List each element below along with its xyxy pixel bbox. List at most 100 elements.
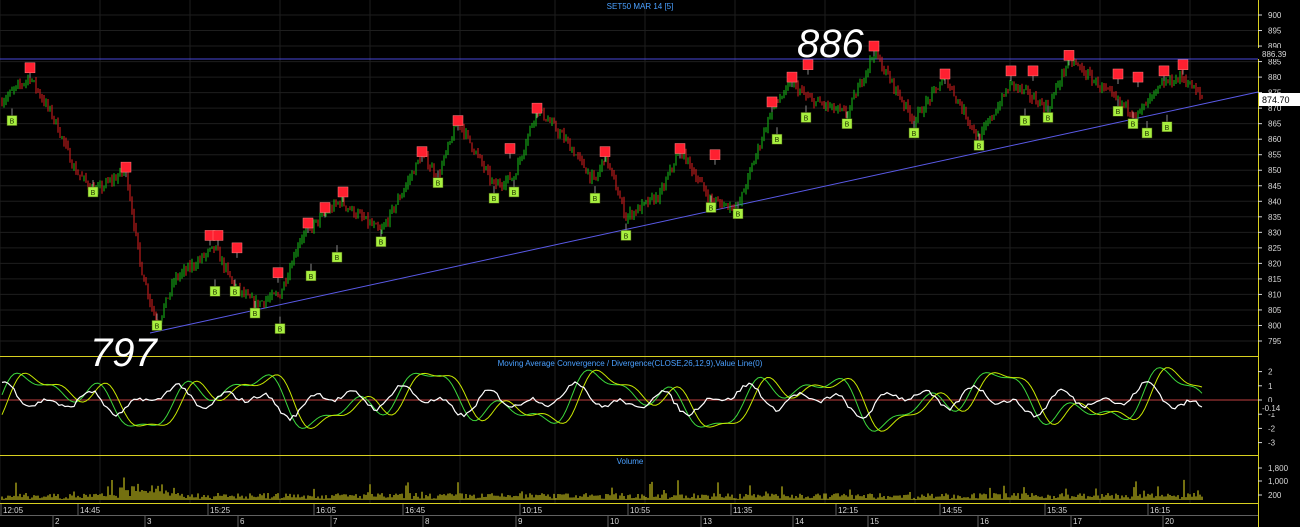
- buy-signal-marker: [209, 286, 221, 297]
- buy-signal-marker: [229, 286, 241, 297]
- macd-tick-label: -1: [1268, 410, 1276, 419]
- day-label: 6: [240, 517, 245, 526]
- sell-signal-marker: [709, 149, 721, 160]
- time-label: 14:45: [80, 506, 101, 515]
- macd-pane: Moving Average Convergence / Divergence(…: [0, 359, 1300, 448]
- buy-signal-marker: [589, 192, 601, 204]
- price-tick-label: 890: [1268, 42, 1282, 51]
- macd-histogram-line: [1, 380, 1203, 422]
- time-label: 10:15: [522, 506, 543, 515]
- volume-bars: [1, 477, 1203, 500]
- day-labels: 2 3 6 7 8 9 10 13 14 15 16 17 20: [52, 515, 1174, 527]
- buy-signal-marker: [1019, 115, 1031, 126]
- day-label: 7: [333, 517, 338, 526]
- buy-signal-letter: B: [379, 240, 384, 247]
- day-label: 10: [610, 517, 619, 526]
- buy-signal-letter: B: [335, 255, 340, 262]
- price-tick-label: 865: [1268, 120, 1282, 129]
- day-label: 15: [870, 517, 879, 526]
- sell-signal-marker: [1027, 65, 1039, 77]
- buy-signal-letter: B: [512, 190, 517, 197]
- sell-signal-marker: [319, 202, 331, 213]
- buy-signal-marker: [1161, 121, 1173, 133]
- buy-signal-letter: B: [213, 289, 218, 296]
- sell-signal-marker: [1005, 65, 1017, 77]
- price-tick-label: 870: [1268, 104, 1282, 113]
- time-label: 16:15: [1150, 506, 1171, 515]
- chart-title: SET50 MAR 14 [5]: [607, 2, 674, 11]
- sell-signal-marker: [674, 143, 686, 154]
- buy-signal-letter: B: [253, 311, 258, 318]
- buy-signal-letter: B: [492, 196, 497, 203]
- buy-signal-marker: [151, 320, 163, 331]
- buy-signal-letter: B: [278, 327, 283, 334]
- buy-signal-letter: B: [1116, 109, 1121, 116]
- buy-signal-letter: B: [709, 205, 714, 212]
- price-tick-label: 895: [1268, 27, 1282, 36]
- buy-signal-marker: [375, 236, 387, 247]
- price-tick-label: 850: [1268, 166, 1282, 175]
- buy-signal-marker: [771, 133, 783, 145]
- buy-signal-letter: B: [1145, 131, 1150, 138]
- candles: [1, 49, 1203, 330]
- macd-last-tag: -0.14: [1259, 402, 1300, 413]
- sell-signal-marker: [212, 230, 224, 241]
- price-tick-label: 820: [1268, 259, 1282, 268]
- buy-signal-marker: [274, 323, 286, 334]
- sell-signal-marker: [120, 161, 132, 173]
- time-label: 15:35: [1047, 506, 1068, 515]
- trendline: [149, 91, 1259, 334]
- buy-signal-letter: B: [1131, 122, 1136, 129]
- buy-signal-letter: B: [10, 119, 15, 126]
- sell-signal-marker: [272, 267, 284, 278]
- price-tick-label: 835: [1268, 213, 1282, 222]
- buy-signal-letter: B: [775, 137, 780, 144]
- price-tick-label: 855: [1268, 151, 1282, 160]
- signals: B B B B B B B B B B B B B B B B B B B B B B B B B B B B: [6, 40, 1189, 334]
- buy-signal-letter: B: [624, 233, 629, 240]
- sell-signal-marker: [939, 68, 951, 80]
- price-tick-label: 825: [1268, 244, 1282, 253]
- price-tick-label: 800: [1268, 321, 1282, 330]
- price-tick-label: 845: [1268, 182, 1282, 191]
- buy-signal-letter: B: [91, 190, 96, 197]
- macd-tick-label: 0: [1268, 396, 1273, 405]
- macd-tick-label: 1: [1268, 382, 1273, 391]
- last-price-tag: 874.70: [1259, 93, 1300, 106]
- day-label: 9: [518, 517, 523, 526]
- sell-signal-marker: [416, 146, 428, 157]
- day-label: 3: [147, 517, 152, 526]
- buy-signal-letter: B: [977, 143, 982, 150]
- buy-signal-marker: [732, 208, 744, 219]
- price-tick-label: 815: [1268, 275, 1282, 284]
- buy-signal-letter: B: [912, 131, 917, 138]
- buy-signal-marker: [87, 186, 99, 198]
- buy-signal-marker: [841, 118, 853, 129]
- day-label: 13: [703, 517, 712, 526]
- sell-signal-marker: [766, 96, 778, 108]
- buy-signal-letter: B: [155, 323, 160, 330]
- buy-signal-letter: B: [1165, 125, 1170, 132]
- price-ref-label: 886.39: [1262, 50, 1287, 59]
- buy-signal-marker: [6, 115, 18, 126]
- buy-signal-letter: B: [1023, 119, 1028, 126]
- buy-signal-letter: B: [436, 181, 441, 188]
- buy-signal-marker: [508, 186, 520, 198]
- time-label: 12:05: [3, 506, 24, 515]
- time-label: 16:45: [405, 506, 426, 515]
- grid: [0, 0, 1258, 503]
- day-label: 16: [980, 517, 989, 526]
- sell-signal-marker: [599, 146, 611, 157]
- sell-signal-marker: [786, 71, 798, 83]
- macd-title: Moving Average Convergence / Divergence(…: [498, 359, 763, 368]
- buy-signal-marker: [249, 307, 261, 319]
- time-labels: 12:05 14:45 15:25 16:05 16:45 10:15 10:55 11:35…: [0, 504, 1171, 515]
- macd-tick-label: -3: [1268, 439, 1276, 448]
- macd-tick-label: -2: [1268, 424, 1276, 433]
- sell-signal-marker: [1132, 71, 1144, 83]
- price-tick-label: 795: [1268, 337, 1282, 346]
- volume-pane: Volume 1,800 1,000 200: [1, 457, 1289, 500]
- buy-signal-marker: [800, 112, 812, 123]
- sell-signal-marker: [452, 115, 464, 126]
